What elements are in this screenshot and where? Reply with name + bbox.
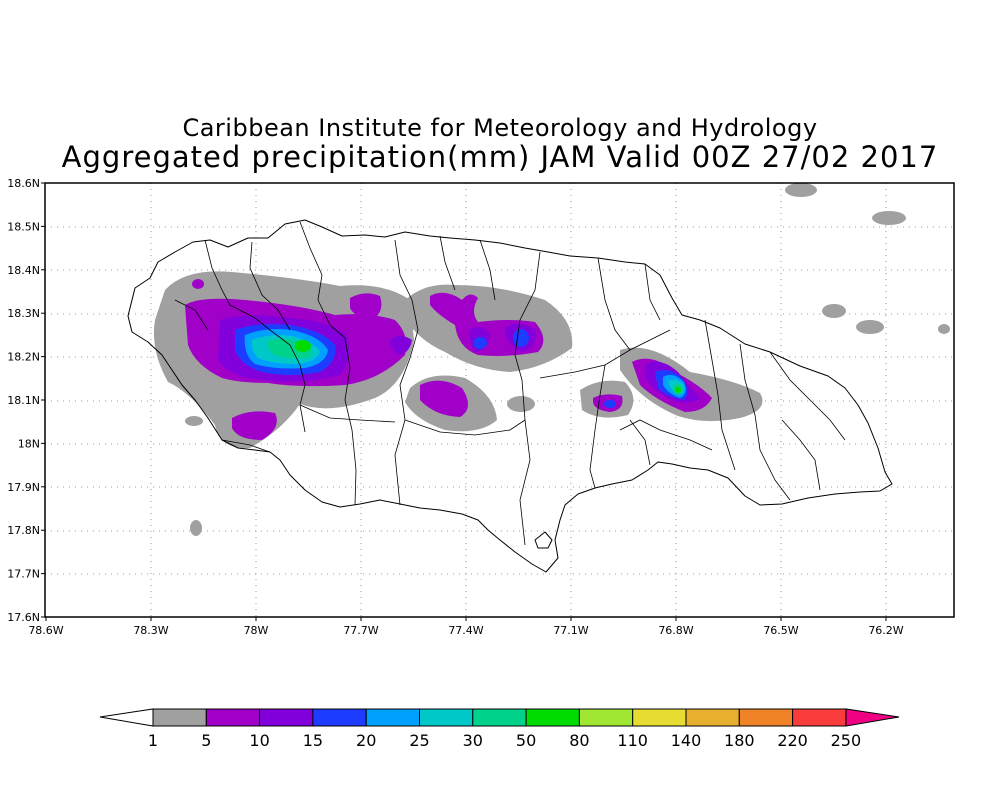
y-tick-label: 17.9N — [7, 481, 40, 494]
y-tick-label: 17.7N — [7, 568, 40, 581]
x-tick-label: 78.3W — [133, 624, 168, 637]
colorbar-label: 220 — [777, 731, 808, 750]
colorbar-label: 5 — [201, 731, 211, 750]
x-tick-label: 77.1W — [553, 624, 588, 637]
y-tick-label: 18.4N — [7, 264, 40, 277]
x-tick-label: 77.7W — [343, 624, 378, 637]
x-tick-label: 77.4W — [448, 624, 483, 637]
y-axis-ticks: 18.6N 18.5N 18.4N 18.3N 18.2N 18.1N 18N 17.9N 17… — [7, 177, 45, 624]
x-tick-label: 78.6W — [28, 624, 63, 637]
coastline — [127, 219, 893, 573]
y-tick-label: 17.8N — [7, 524, 40, 537]
y-tick-label: 18.5N — [7, 220, 40, 233]
y-tick-label: 17.6N — [7, 611, 40, 624]
colorbar-label: 15 — [303, 731, 323, 750]
x-axis-ticks: 78.6W 78.3W 78W 77.7W 77.4W 77.1W 76.8W 76.5W 76… — [28, 617, 904, 637]
colorbar-label: 140 — [671, 731, 702, 750]
colorbar-label: 20 — [356, 731, 376, 750]
colorbar-label: 250 — [831, 731, 862, 750]
colorbar-label: 30 — [463, 731, 483, 750]
colorbar-swatch — [792, 708, 847, 727]
colorbar-swatch — [365, 708, 421, 727]
x-tick-label: 76.5W — [763, 624, 798, 637]
y-tick-label: 18.3N — [7, 307, 40, 320]
x-tick-label: 76.2W — [868, 624, 903, 637]
colorbar-swatch — [632, 708, 687, 727]
colorbar-swatch — [685, 708, 740, 727]
colorbar-label: 10 — [249, 731, 269, 750]
precip-level-50 — [295, 340, 681, 393]
y-tick-label: 18.6N — [7, 177, 40, 190]
colorbar: 1 5 10 15 20 25 30 50 80 110 140 180 220 250 — [99, 708, 900, 750]
colorbar-low-arrow — [99, 708, 154, 727]
colorbar-label: 180 — [724, 731, 755, 750]
colorbar-swatch — [152, 708, 207, 727]
y-tick-label: 18.1N — [7, 394, 40, 407]
y-tick-label: 18.2N — [7, 351, 40, 364]
y-tick-label: 18N — [18, 437, 40, 450]
colorbar-swatch — [525, 708, 580, 727]
colorbar-swatch — [738, 708, 794, 727]
colorbar-label: 110 — [617, 731, 648, 750]
colorbar-label: 50 — [516, 731, 536, 750]
chart-title: Caribbean Institute for Meteorology and … — [182, 114, 818, 142]
colorbar-swatch — [205, 708, 261, 727]
colorbar-swatch — [419, 708, 474, 727]
colorbar-label: 80 — [569, 731, 589, 750]
colorbar-swatch — [259, 708, 314, 727]
colorbar-swatch — [312, 708, 367, 727]
x-tick-label: 76.8W — [658, 624, 693, 637]
x-tick-label: 78W — [244, 624, 269, 637]
colorbar-swatch — [472, 708, 527, 727]
colorbar-label: 25 — [409, 731, 429, 750]
chart-subtitle: Aggregated precipitation(mm) JAM Valid 0… — [61, 140, 939, 174]
colorbar-label: 1 — [148, 731, 158, 750]
colorbar-swatch — [578, 708, 634, 727]
colorbar-high-arrow — [845, 708, 900, 727]
parish-boundaries — [174, 221, 846, 546]
